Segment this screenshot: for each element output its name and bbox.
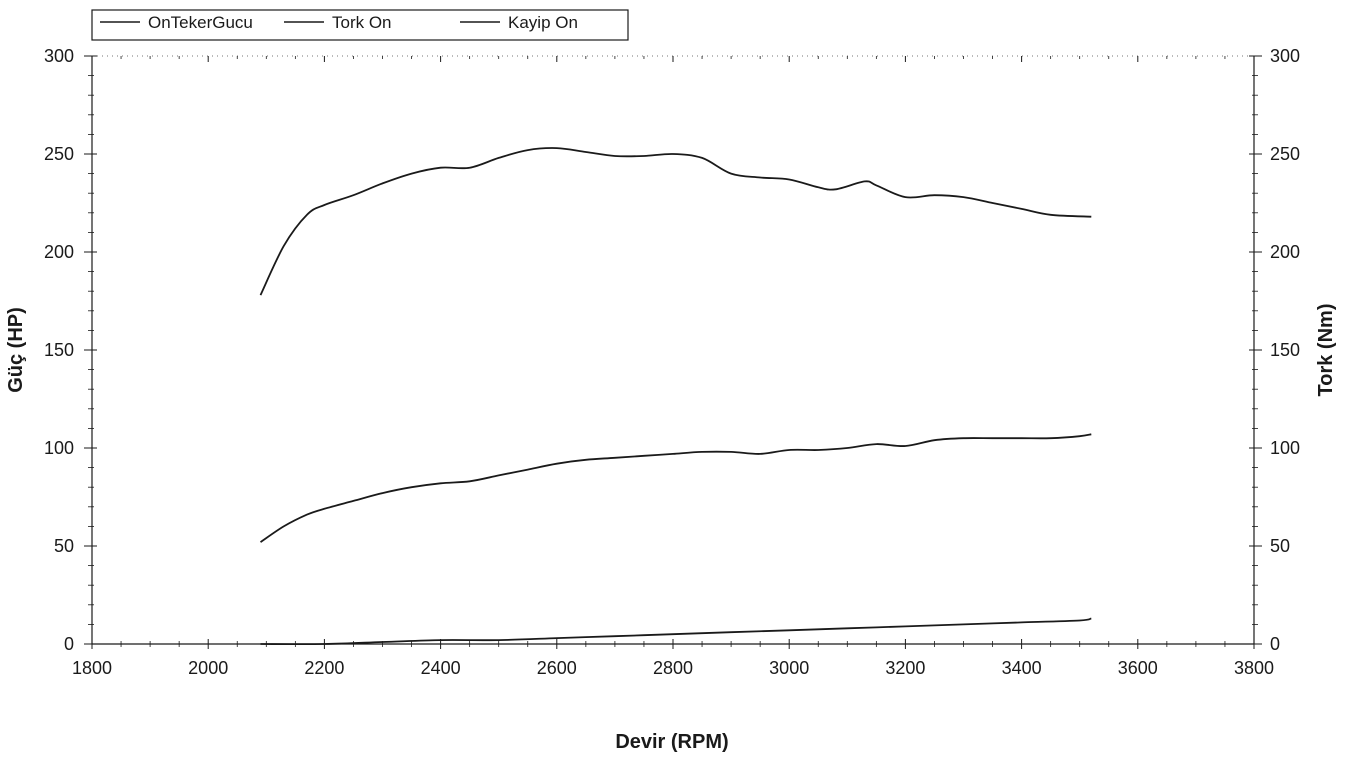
y-axis-left: 0 50 100 150 200 250 300: [44, 46, 97, 654]
x-tick-label: 3800: [1234, 658, 1274, 678]
x-axis-title: Devir (RPM): [615, 731, 728, 753]
y-axis-title-right: Tork (Nm): [1315, 304, 1337, 397]
y-tick-label: 150: [44, 340, 74, 360]
y-axis-right: 0 50 100 150 200 250 300: [1249, 46, 1300, 654]
x-tick-label: 2800: [653, 658, 693, 678]
legend-box: [91, 9, 629, 41]
plot-frame: [91, 55, 1255, 645]
y-tick-label: 250: [44, 144, 74, 164]
y-tick-label: 50: [54, 536, 74, 556]
legend-label-kayip-on: Kayip On: [508, 13, 578, 32]
y-axis-title-left: Güç (HP): [5, 307, 27, 393]
y2-tick-label: 250: [1270, 144, 1300, 164]
x-tick-label: 2600: [537, 658, 577, 678]
series-lines: [259, 147, 1092, 646]
y-tick-label: 100: [44, 438, 74, 458]
y-tick-label: 300: [44, 46, 74, 66]
series-line-tork-on: [259, 147, 1092, 296]
y2-tick-label: 100: [1270, 438, 1300, 458]
legend: OnTekerGucu Tork On Kayip On: [91, 9, 629, 41]
x-tick-label: 1800: [72, 658, 112, 678]
y2-tick-label: 300: [1270, 46, 1300, 66]
x-tick-label: 3600: [1118, 658, 1158, 678]
x-tick-label: 3400: [1002, 658, 1042, 678]
x-axis: 1800 2000 2200 2400 2600 2800 3000 3200 3400 3600…: [72, 56, 1274, 678]
y2-tick-label: 50: [1270, 536, 1290, 556]
legend-label-ontekergucu: OnTekerGucu: [148, 13, 253, 32]
y-tick-label: 0: [64, 634, 74, 654]
y2-tick-label: 0: [1270, 634, 1280, 654]
y-tick-label: 200: [44, 242, 74, 262]
series-line-kayip-on: [260, 617, 1092, 646]
x-tick-label: 3000: [769, 658, 809, 678]
x-tick-label: 3200: [885, 658, 925, 678]
x-tick-label: 2000: [188, 658, 228, 678]
legend-label-tork-on: Tork On: [332, 13, 392, 32]
series-line-ontekergucu: [260, 433, 1092, 543]
y2-tick-label: 200: [1270, 242, 1300, 262]
x-tick-label: 2200: [304, 658, 344, 678]
y2-tick-label: 150: [1270, 340, 1300, 360]
x-tick-label: 2400: [421, 658, 461, 678]
